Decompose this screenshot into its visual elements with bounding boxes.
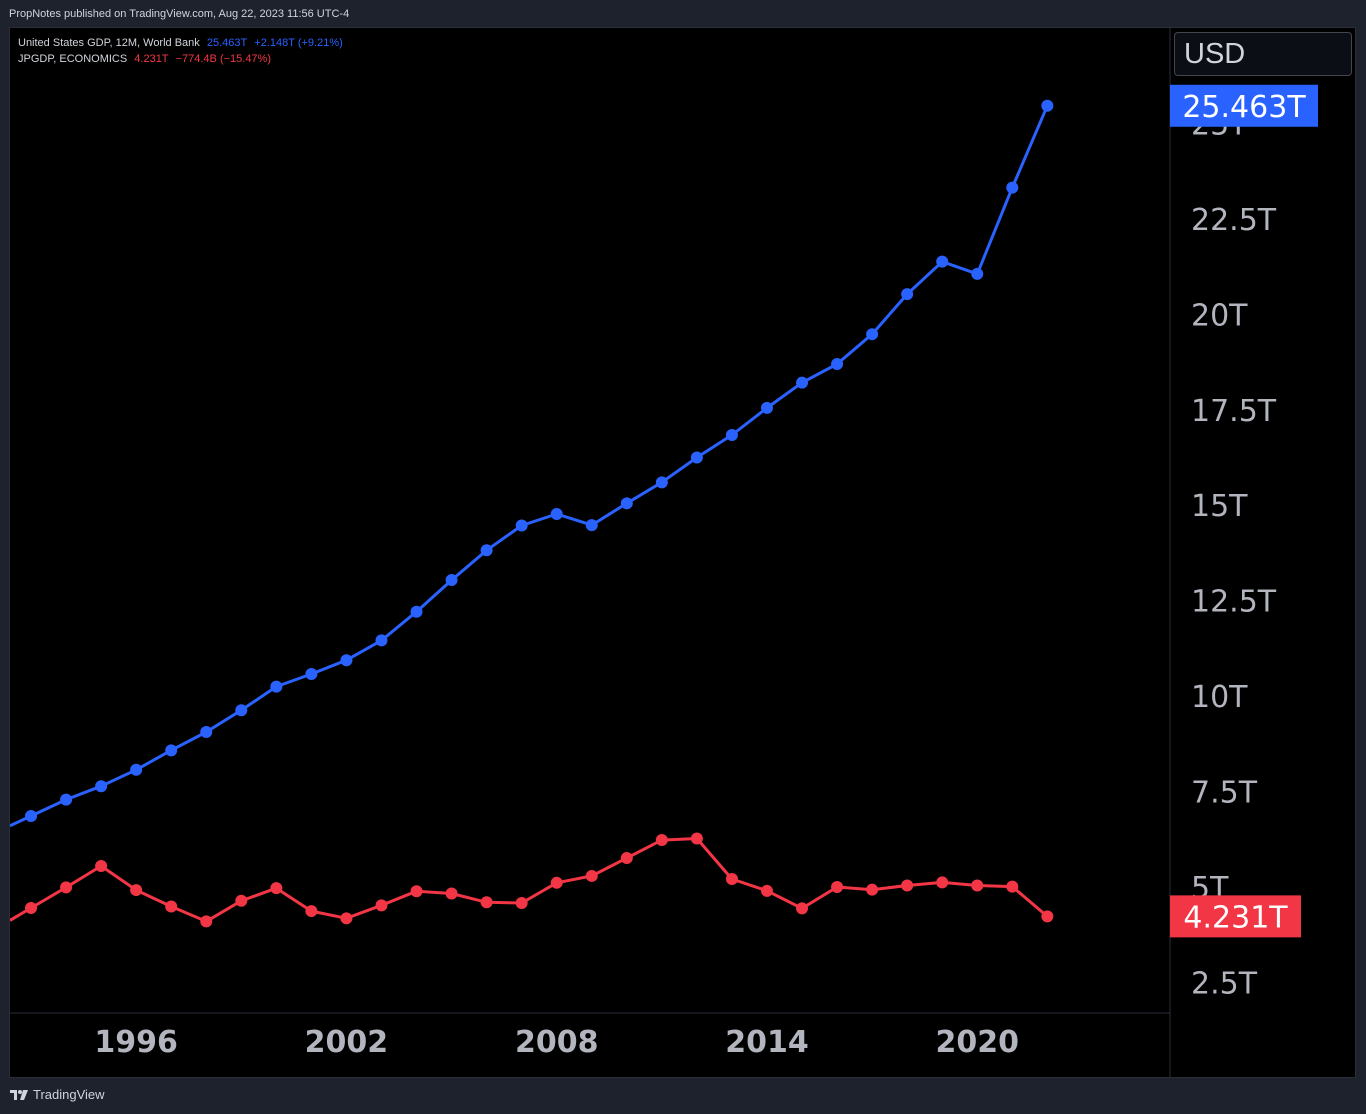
jp-gdp-point[interactable]: [95, 860, 108, 873]
jp-gdp-point[interactable]: [1041, 910, 1054, 923]
us-gdp-last-value-badge: [1170, 84, 1318, 127]
us-gdp-point[interactable]: [971, 267, 984, 280]
us-gdp-point[interactable]: [60, 793, 73, 806]
legend-us-name: United States GDP, 12M, World Bank: [18, 37, 200, 49]
legend-us-change: +2.148T (+9.21%): [254, 37, 343, 49]
us-gdp-point[interactable]: [130, 763, 143, 776]
jp-gdp-point[interactable]: [165, 900, 178, 913]
jp-gdp-point[interactable]: [25, 902, 38, 915]
jp-gdp-last-value-badge: [1170, 895, 1301, 938]
us-gdp-point[interactable]: [340, 654, 353, 667]
us-gdp-point[interactable]: [445, 574, 458, 587]
us-gdp-point[interactable]: [655, 476, 668, 489]
jp-gdp-point[interactable]: [445, 887, 458, 900]
legend-jp-name: JPGDP, ECONOMICS: [18, 53, 128, 65]
footer-brand: TradingView: [33, 1087, 105, 1102]
jp-gdp-point[interactable]: [340, 912, 353, 925]
jp-gdp-point[interactable]: [515, 897, 528, 910]
legend-jp-change: −774.4B (−15.47%): [175, 53, 271, 65]
y-tick-label: 20T: [1191, 298, 1248, 333]
us-gdp-point[interactable]: [550, 508, 563, 521]
jp-gdp-point[interactable]: [1006, 880, 1019, 893]
jp-gdp-point[interactable]: [60, 881, 73, 894]
us-gdp-point[interactable]: [936, 255, 949, 268]
jp-gdp-point[interactable]: [690, 832, 703, 845]
y-tick-label: 17.5T: [1191, 394, 1277, 429]
us-gdp-last-value-label: 25.463T: [1182, 90, 1306, 125]
jp-gdp-point[interactable]: [200, 915, 213, 928]
jp-gdp-point[interactable]: [831, 881, 844, 894]
us-gdp-point[interactable]: [831, 357, 844, 370]
us-gdp-point[interactable]: [866, 328, 879, 341]
us-gdp-point[interactable]: [270, 680, 283, 693]
x-tick-label: 2008: [515, 1025, 599, 1060]
legend-jp-gdp[interactable]: JPGDP, ECONOMICS 4.231T −774.4B (−15.47%…: [18, 53, 275, 65]
tradingview-logo-icon: [10, 1089, 28, 1100]
legend-us-value: 25.463T: [206, 37, 248, 49]
us-gdp-point[interactable]: [690, 451, 703, 464]
jp-gdp-point[interactable]: [725, 872, 738, 885]
us-gdp-point[interactable]: [901, 288, 914, 301]
us-gdp-point[interactable]: [796, 376, 809, 389]
y-tick-label: 7.5T: [1191, 776, 1258, 811]
y-tick-label: 12.5T: [1191, 585, 1277, 620]
jp-gdp-point[interactable]: [130, 884, 143, 897]
y-tick-label: 15T: [1191, 489, 1248, 524]
jp-gdp-line: [10, 837, 1049, 923]
chart-canvas[interactable]: 2.5T5T7.5T10T12.5T15T17.5T20T22.5T25T199…: [10, 28, 1355, 1077]
us-gdp-point[interactable]: [725, 428, 738, 441]
jp-gdp-point[interactable]: [971, 879, 984, 892]
us-gdp-point[interactable]: [1041, 99, 1054, 112]
footer[interactable]: TradingView: [9, 1087, 105, 1102]
legend-us-gdp[interactable]: United States GDP, 12M, World Bank 25.46…: [18, 37, 347, 49]
jp-gdp-point[interactable]: [585, 869, 598, 882]
us-gdp-line: [10, 105, 1049, 828]
jp-gdp-point[interactable]: [375, 899, 388, 912]
legend-jp-value: 4.231T: [134, 53, 169, 65]
y-tick-label: 22.5T: [1191, 203, 1277, 238]
jp-gdp-point[interactable]: [270, 882, 283, 895]
y-tick-label: 10T: [1191, 680, 1248, 715]
us-gdp-point[interactable]: [95, 780, 108, 793]
x-tick-label: 2002: [305, 1025, 389, 1060]
jp-gdp-point[interactable]: [936, 876, 949, 889]
us-gdp-point[interactable]: [410, 605, 423, 618]
us-gdp-point[interactable]: [480, 544, 493, 557]
us-gdp-point[interactable]: [585, 519, 598, 532]
x-tick-label: 2014: [725, 1025, 809, 1060]
us-gdp-point[interactable]: [165, 744, 178, 757]
chart-pane[interactable]: 2.5T5T7.5T10T12.5T15T17.5T20T22.5T25T199…: [9, 27, 1356, 1078]
jp-gdp-point[interactable]: [620, 851, 633, 864]
jp-gdp-point[interactable]: [305, 905, 318, 918]
y-tick-label: 2.5T: [1191, 966, 1258, 1001]
us-gdp-point[interactable]: [305, 667, 318, 680]
us-gdp-point[interactable]: [760, 401, 773, 414]
jp-gdp-point[interactable]: [480, 896, 493, 909]
currency-selector[interactable]: USD: [1174, 32, 1352, 76]
publisher-caption: PropNotes published on TradingView.com, …: [9, 8, 350, 20]
us-gdp-point[interactable]: [200, 726, 213, 739]
jp-gdp-point[interactable]: [866, 883, 879, 896]
x-tick-label: 2020: [936, 1025, 1020, 1060]
x-tick-label: 1996: [94, 1025, 178, 1060]
jp-gdp-last-value-label: 4.231T: [1183, 900, 1288, 935]
jp-gdp-point[interactable]: [550, 876, 563, 889]
us-gdp-point[interactable]: [25, 810, 38, 822]
us-gdp-point[interactable]: [620, 497, 633, 510]
jp-gdp-point[interactable]: [655, 834, 668, 847]
jp-gdp-point[interactable]: [410, 885, 423, 898]
jp-gdp-point[interactable]: [796, 902, 809, 915]
jp-gdp-point[interactable]: [760, 884, 773, 897]
us-gdp-point[interactable]: [1006, 181, 1019, 194]
jp-gdp-point[interactable]: [235, 894, 248, 907]
us-gdp-point[interactable]: [375, 634, 388, 647]
jp-gdp-point[interactable]: [901, 879, 914, 892]
us-gdp-point[interactable]: [235, 704, 248, 717]
us-gdp-point[interactable]: [515, 519, 528, 532]
